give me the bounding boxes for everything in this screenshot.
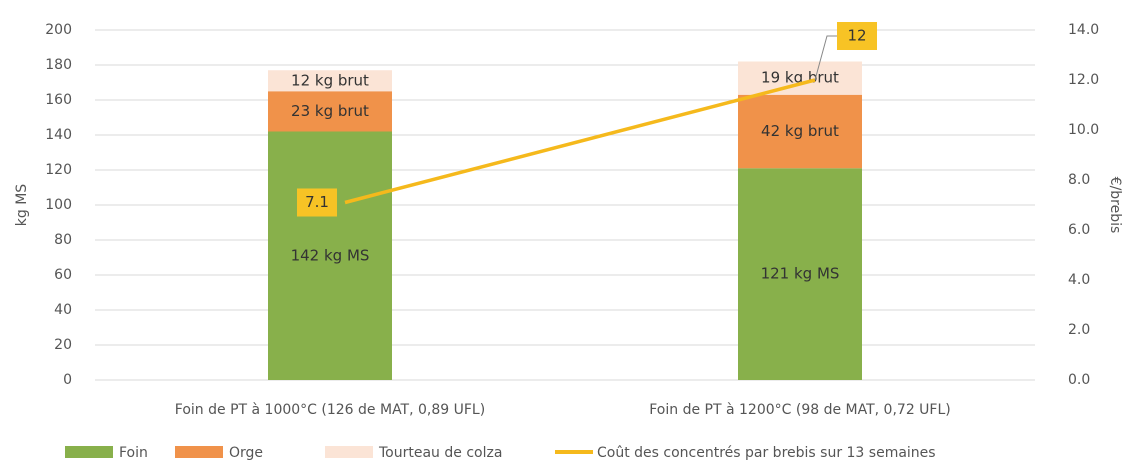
data-label: 121 kg MS (761, 265, 840, 283)
y-tick-label: 60 (54, 267, 72, 283)
bar-segment (268, 91, 392, 132)
y-tick-label: 80 (54, 232, 72, 248)
bar-segment (738, 168, 862, 380)
label-box (297, 188, 337, 217)
y-tick-label: 20 (54, 337, 72, 353)
data-label: 12 kg brut (291, 71, 369, 89)
data-label: 42 kg brut (761, 122, 839, 140)
legend-swatch (325, 446, 373, 458)
x-tick-label: Foin de PT à 1200°C (98 de MAT, 0,72 UFL… (649, 402, 951, 418)
data-label: 19 kg brut (761, 69, 839, 87)
data-label: 7.1 (305, 193, 329, 211)
data-label: 12 (847, 27, 866, 45)
y2-tick-label: 8.0 (1068, 172, 1090, 188)
bar-segment (268, 70, 392, 92)
legend-label: Tourteau de colza (378, 445, 502, 461)
y-tick-label: 160 (45, 92, 72, 108)
bar-segment (738, 94, 862, 169)
y-tick-label: 0 (63, 372, 72, 388)
y2-tick-label: 0.0 (1068, 372, 1090, 388)
legend-swatch (175, 446, 223, 458)
x-tick-label: Foin de PT à 1000°C (126 de MAT, 0,89 UF… (175, 402, 485, 418)
y-tick-label: 120 (45, 162, 72, 178)
y2-tick-label: 4.0 (1068, 272, 1090, 288)
y2-tick-label: 10.0 (1068, 122, 1099, 138)
data-label: 142 kg MS (291, 246, 370, 264)
line-series (344, 78, 816, 205)
y-axis-title: kg MS (14, 184, 30, 227)
y2-tick-label: 2.0 (1068, 322, 1090, 338)
label-box (837, 22, 877, 50)
y2-axis-title: €/brebis (1107, 177, 1123, 234)
y-tick-label: 100 (45, 197, 72, 213)
legend-label: Foin (119, 445, 148, 461)
y-tick-label: 200 (45, 22, 72, 38)
y2-tick-label: 6.0 (1068, 222, 1090, 238)
legend-swatch (65, 446, 113, 458)
bar-segment (268, 131, 392, 380)
leader-line (814, 35, 837, 81)
bar-segment (738, 61, 862, 95)
y-tick-label: 140 (45, 127, 72, 143)
y-tick-label: 40 (54, 302, 72, 318)
legend-label: Coût des concentrés par brebis sur 13 se… (597, 445, 936, 461)
data-label: 23 kg brut (291, 102, 369, 120)
y2-tick-label: 12.0 (1068, 72, 1099, 88)
y2-tick-label: 14.0 (1068, 22, 1099, 38)
legend-label: Orge (229, 445, 263, 461)
y-tick-label: 180 (45, 57, 72, 73)
